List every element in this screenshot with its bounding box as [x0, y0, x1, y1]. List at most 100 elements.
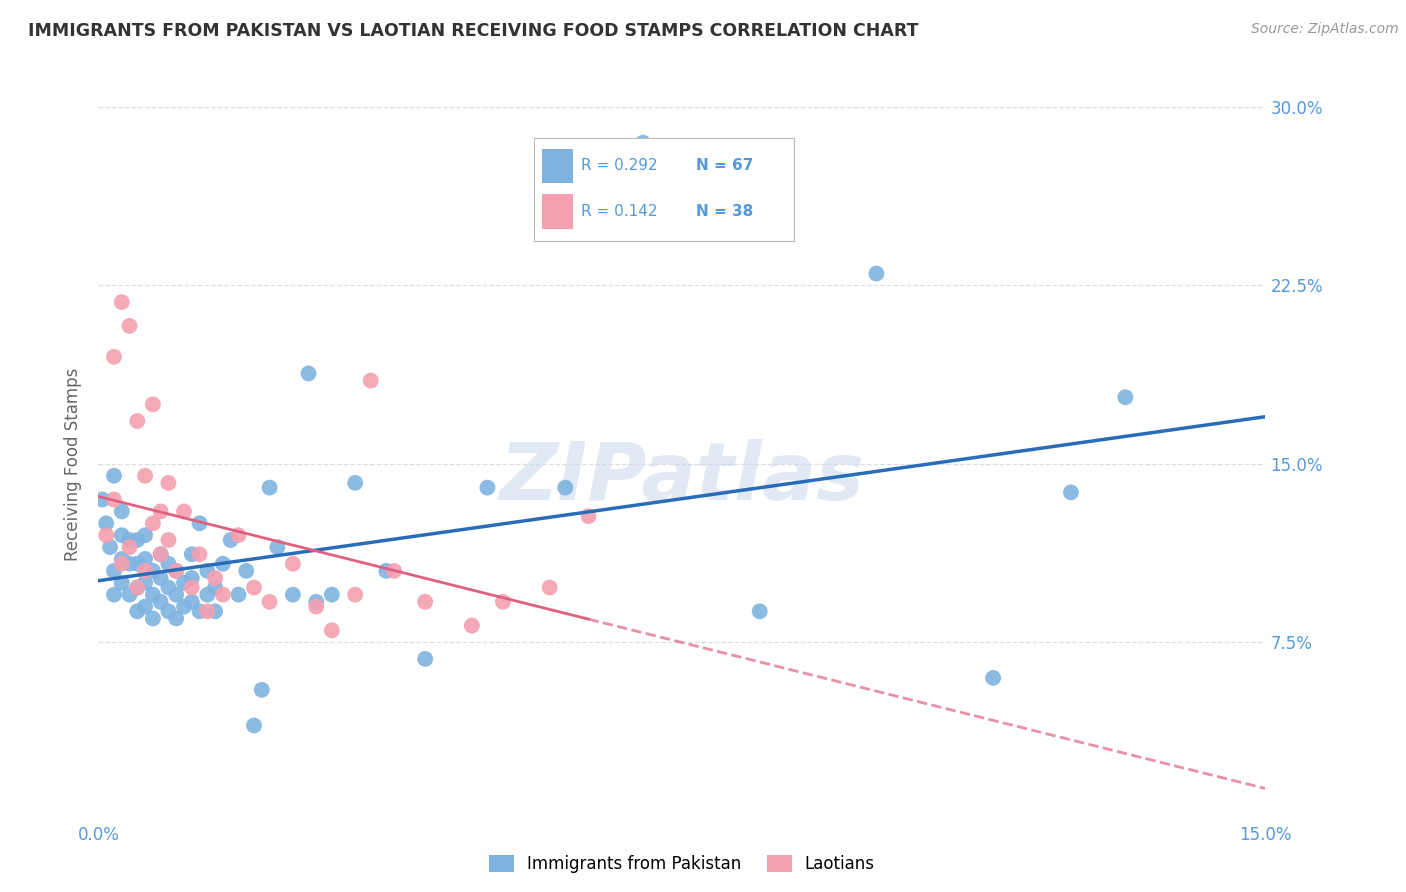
Point	[103, 588, 125, 602]
Bar	[543, 149, 574, 184]
Point	[127, 581, 149, 595]
Point	[228, 588, 250, 602]
Point	[382, 564, 405, 578]
Point	[142, 564, 165, 578]
Point	[157, 533, 180, 547]
Y-axis label: Receiving Food Stamps: Receiving Food Stamps	[65, 368, 83, 560]
Point	[204, 581, 226, 595]
Point	[204, 571, 226, 585]
Point	[180, 571, 202, 585]
Point	[96, 516, 118, 531]
Point	[243, 581, 266, 595]
Point	[118, 557, 141, 571]
Point	[195, 564, 218, 578]
Point	[149, 547, 172, 561]
Point	[149, 595, 172, 609]
Point	[165, 564, 187, 578]
Point	[173, 575, 195, 590]
Point	[98, 540, 121, 554]
Point	[250, 682, 273, 697]
Point	[118, 533, 141, 547]
Point	[413, 595, 436, 609]
Point	[118, 540, 141, 554]
Point	[578, 509, 600, 524]
Point	[375, 564, 398, 578]
Point	[103, 350, 125, 364]
Point	[111, 295, 134, 310]
Point	[631, 136, 654, 150]
Point	[259, 595, 281, 609]
Point	[219, 533, 242, 547]
Point	[149, 504, 172, 518]
Legend: Immigrants from Pakistan, Laotians: Immigrants from Pakistan, Laotians	[482, 848, 882, 880]
Point	[157, 475, 180, 490]
Point	[103, 564, 125, 578]
Point	[1060, 485, 1083, 500]
Point	[103, 492, 125, 507]
Text: Source: ZipAtlas.com: Source: ZipAtlas.com	[1251, 22, 1399, 37]
Point	[173, 599, 195, 614]
Point	[127, 414, 149, 428]
Point	[212, 588, 235, 602]
Point	[981, 671, 1004, 685]
Point	[127, 533, 149, 547]
Point	[118, 318, 141, 333]
Point	[195, 588, 218, 602]
Point	[492, 595, 515, 609]
Point	[413, 652, 436, 666]
Point	[305, 595, 328, 609]
Point	[204, 604, 226, 618]
Point	[165, 611, 187, 625]
Point	[127, 557, 149, 571]
Point	[149, 547, 172, 561]
Point	[96, 528, 118, 542]
Point	[195, 604, 218, 618]
Point	[180, 547, 202, 561]
Point	[165, 588, 187, 602]
Point	[134, 468, 156, 483]
Point	[118, 588, 141, 602]
Point	[157, 581, 180, 595]
Point	[228, 528, 250, 542]
Point	[188, 516, 211, 531]
Point	[142, 611, 165, 625]
Point	[134, 528, 156, 542]
Point	[748, 604, 770, 618]
Point	[344, 588, 367, 602]
Point	[127, 604, 149, 618]
Point	[173, 504, 195, 518]
Point	[134, 552, 156, 566]
Point	[188, 547, 211, 561]
Point	[142, 516, 165, 531]
Point	[111, 528, 134, 542]
Text: ZIPatlas: ZIPatlas	[499, 439, 865, 517]
Point	[321, 624, 343, 638]
Point	[180, 581, 202, 595]
Text: N = 38: N = 38	[696, 203, 752, 219]
Text: N = 67: N = 67	[696, 159, 754, 173]
Point	[235, 564, 257, 578]
Point	[157, 557, 180, 571]
Point	[142, 588, 165, 602]
Bar	[543, 194, 574, 228]
Point	[134, 575, 156, 590]
Point	[266, 540, 288, 554]
Point	[344, 475, 367, 490]
Point	[865, 267, 887, 281]
Point	[91, 492, 114, 507]
Point	[134, 599, 156, 614]
Text: R = 0.142: R = 0.142	[581, 203, 658, 219]
Point	[103, 468, 125, 483]
Point	[188, 604, 211, 618]
Point	[297, 367, 319, 381]
Point	[212, 557, 235, 571]
Text: IMMIGRANTS FROM PAKISTAN VS LAOTIAN RECEIVING FOOD STAMPS CORRELATION CHART: IMMIGRANTS FROM PAKISTAN VS LAOTIAN RECE…	[28, 22, 918, 40]
Point	[1114, 390, 1136, 404]
Point	[461, 618, 484, 632]
Point	[281, 588, 304, 602]
Point	[305, 599, 328, 614]
Point	[127, 581, 149, 595]
Point	[149, 571, 172, 585]
Point	[142, 397, 165, 411]
Point	[360, 374, 382, 388]
